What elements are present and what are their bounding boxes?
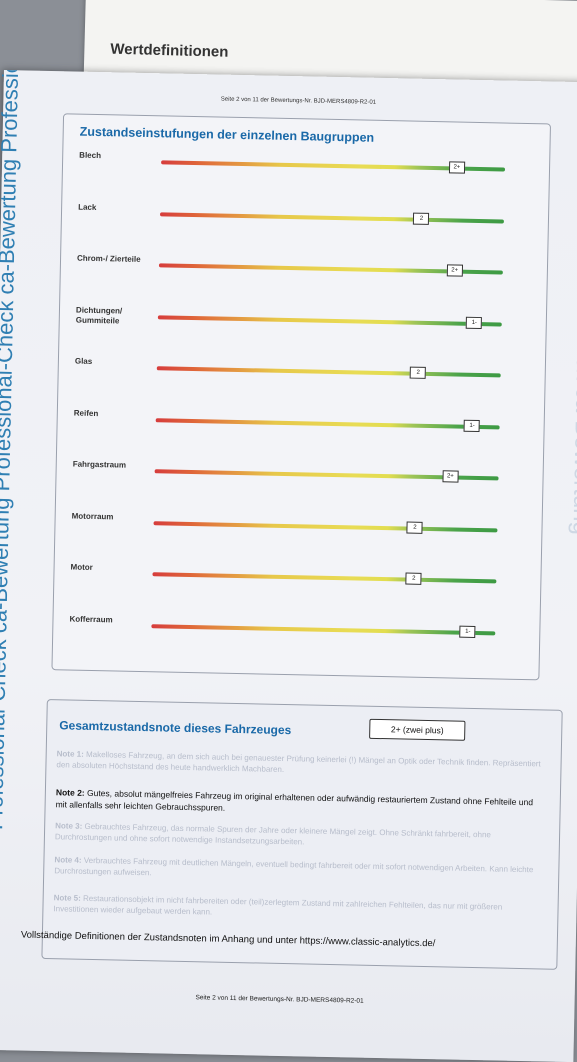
component-row: Motor 2 bbox=[54, 556, 541, 602]
watermark: Professional-Check ca-Bewertung bbox=[549, 172, 577, 773]
components-section: Zustandseinstufungen der einzelnen Baugr… bbox=[51, 113, 552, 681]
grade-scale-bar: 2 bbox=[153, 520, 498, 534]
grade-scale-bar: 2+ bbox=[154, 469, 499, 483]
grade-scale-bar: 2 bbox=[156, 366, 501, 379]
component-label: Motor bbox=[70, 562, 93, 572]
grade-note: Note 3: Gebrauchtes Fahrzeug, das normal… bbox=[55, 820, 541, 852]
overall-grade-value: 2+ (zwei plus) bbox=[369, 718, 466, 741]
component-label: Glas bbox=[74, 356, 93, 366]
grade-note-label: Note 5: bbox=[53, 893, 84, 903]
components-section-title: Zustandseinstufungen der einzelnen Baugr… bbox=[79, 124, 375, 145]
component-row: Kofferraum 1- bbox=[53, 608, 540, 654]
grade-marker: 1- bbox=[466, 316, 483, 329]
component-label: Dichtungen/ Gummiteile bbox=[75, 305, 123, 325]
grade-note-text: Gutes, absolut mängelfreies Fahrzeug im … bbox=[55, 787, 534, 813]
component-label: Reifen bbox=[73, 408, 99, 418]
grade-note-label: Note 2: bbox=[55, 787, 88, 798]
component-label: Lack bbox=[78, 202, 97, 212]
page-footer-ref: Seite 2 von 11 der Bewertungs-Nr. BJD-ME… bbox=[195, 994, 364, 1005]
grade-marker: 2+ bbox=[448, 161, 466, 174]
grade-note: Note 4: Verbrauchtes Fahrzeug mit deutli… bbox=[54, 854, 540, 886]
back-sheet-title: Wertdefinitionen bbox=[110, 40, 229, 61]
component-label: Motorraum bbox=[71, 511, 114, 521]
component-label: Fahrgastraum bbox=[72, 459, 127, 470]
grade-marker: 1- bbox=[464, 419, 481, 432]
overall-section: Gesamtzustandsnote dieses Fahrzeuges 2+ … bbox=[21, 699, 563, 970]
grade-note-text: Restaurationsobjekt im nicht fahrbereite… bbox=[53, 893, 503, 917]
grade-marker: 2+ bbox=[442, 470, 459, 483]
grade-scale-bar: 1- bbox=[155, 417, 500, 432]
grade-note-text: Verbrauchtes Fahrzeug mit deutlichen Män… bbox=[54, 855, 534, 878]
grade-note-label: Note 4: bbox=[54, 855, 84, 865]
component-label: Kofferraum bbox=[69, 613, 113, 624]
grade-note-label: Note 3: bbox=[55, 821, 85, 831]
grade-note: Note 2: Gutes, absolut mängelfreies Fahr… bbox=[56, 786, 542, 820]
definitions-link[interactable]: Vollständige Definitionen der Zustandsno… bbox=[20, 929, 436, 950]
grade-note-text: Makelloses Fahrzeug, an dem sich auch be… bbox=[56, 749, 541, 775]
component-row: Fahrgastraum 2+ bbox=[56, 453, 543, 499]
component-row: Dichtungen/ Gummiteile 1- bbox=[59, 299, 546, 345]
grade-marker: 2 bbox=[413, 212, 430, 225]
grade-marker: 1- bbox=[459, 625, 476, 638]
component-row: Chrom-/ Zierteile 2+ bbox=[61, 247, 548, 293]
component-row: Glas 2 bbox=[58, 350, 545, 396]
grade-marker: 2+ bbox=[446, 264, 463, 277]
document-page: Professional-Check ca-Bewertung Professi… bbox=[0, 70, 577, 1062]
grade-scale-bar: 2 bbox=[159, 211, 504, 225]
component-row: Reifen 1- bbox=[57, 402, 544, 448]
component-label: Blech bbox=[79, 150, 102, 161]
grade-marker: 2 bbox=[406, 521, 424, 534]
grade-marker: 2 bbox=[405, 572, 422, 585]
watermark-text: Professional-Check ca-Bewertung bbox=[567, 171, 577, 536]
grade-scale-bar: 1- bbox=[157, 314, 502, 329]
component-row: Blech 2+ bbox=[63, 144, 550, 190]
grade-note-text: Gebrauchtes Fahrzeug, das normale Spuren… bbox=[54, 821, 491, 847]
component-label: Chrom-/ Zierteile bbox=[76, 253, 141, 264]
grade-scale-bar: 2 bbox=[152, 572, 497, 585]
sidebar-branding-text: Professional-Check ca-Bewertung Professi… bbox=[0, 70, 26, 831]
page-header-ref: Seite 2 von 11 der Bewertungs-Nr. BJD-ME… bbox=[220, 96, 377, 106]
component-rows: Blech 2+ Lack 2 Chrom-/ Zierteile 2+ Dichtunge… bbox=[64, 114, 550, 638]
sidebar-branding: Professional-Check ca-Bewertung Professi… bbox=[0, 70, 26, 830]
grade-scale-bar: 2+ bbox=[161, 160, 506, 174]
grade-note: Note 5: Restaurationsobjekt im nicht fah… bbox=[53, 892, 539, 924]
component-row: Lack 2 bbox=[62, 196, 549, 242]
grade-note: Note 1: Makelloses Fahrzeug, an dem sich… bbox=[56, 748, 542, 780]
grade-scale-bar: 2+ bbox=[158, 263, 503, 277]
grade-marker: 2 bbox=[410, 366, 427, 379]
grade-note-label: Note 1: bbox=[56, 749, 87, 759]
overall-title: Gesamtzustandsnote dieses Fahrzeuges bbox=[59, 718, 292, 738]
grade-scale-bar: 1- bbox=[151, 623, 496, 638]
grade-notes: Note 1: Makelloses Fahrzeug, an dem sich… bbox=[48, 700, 562, 916]
component-row: Motorraum 2 bbox=[55, 505, 542, 551]
